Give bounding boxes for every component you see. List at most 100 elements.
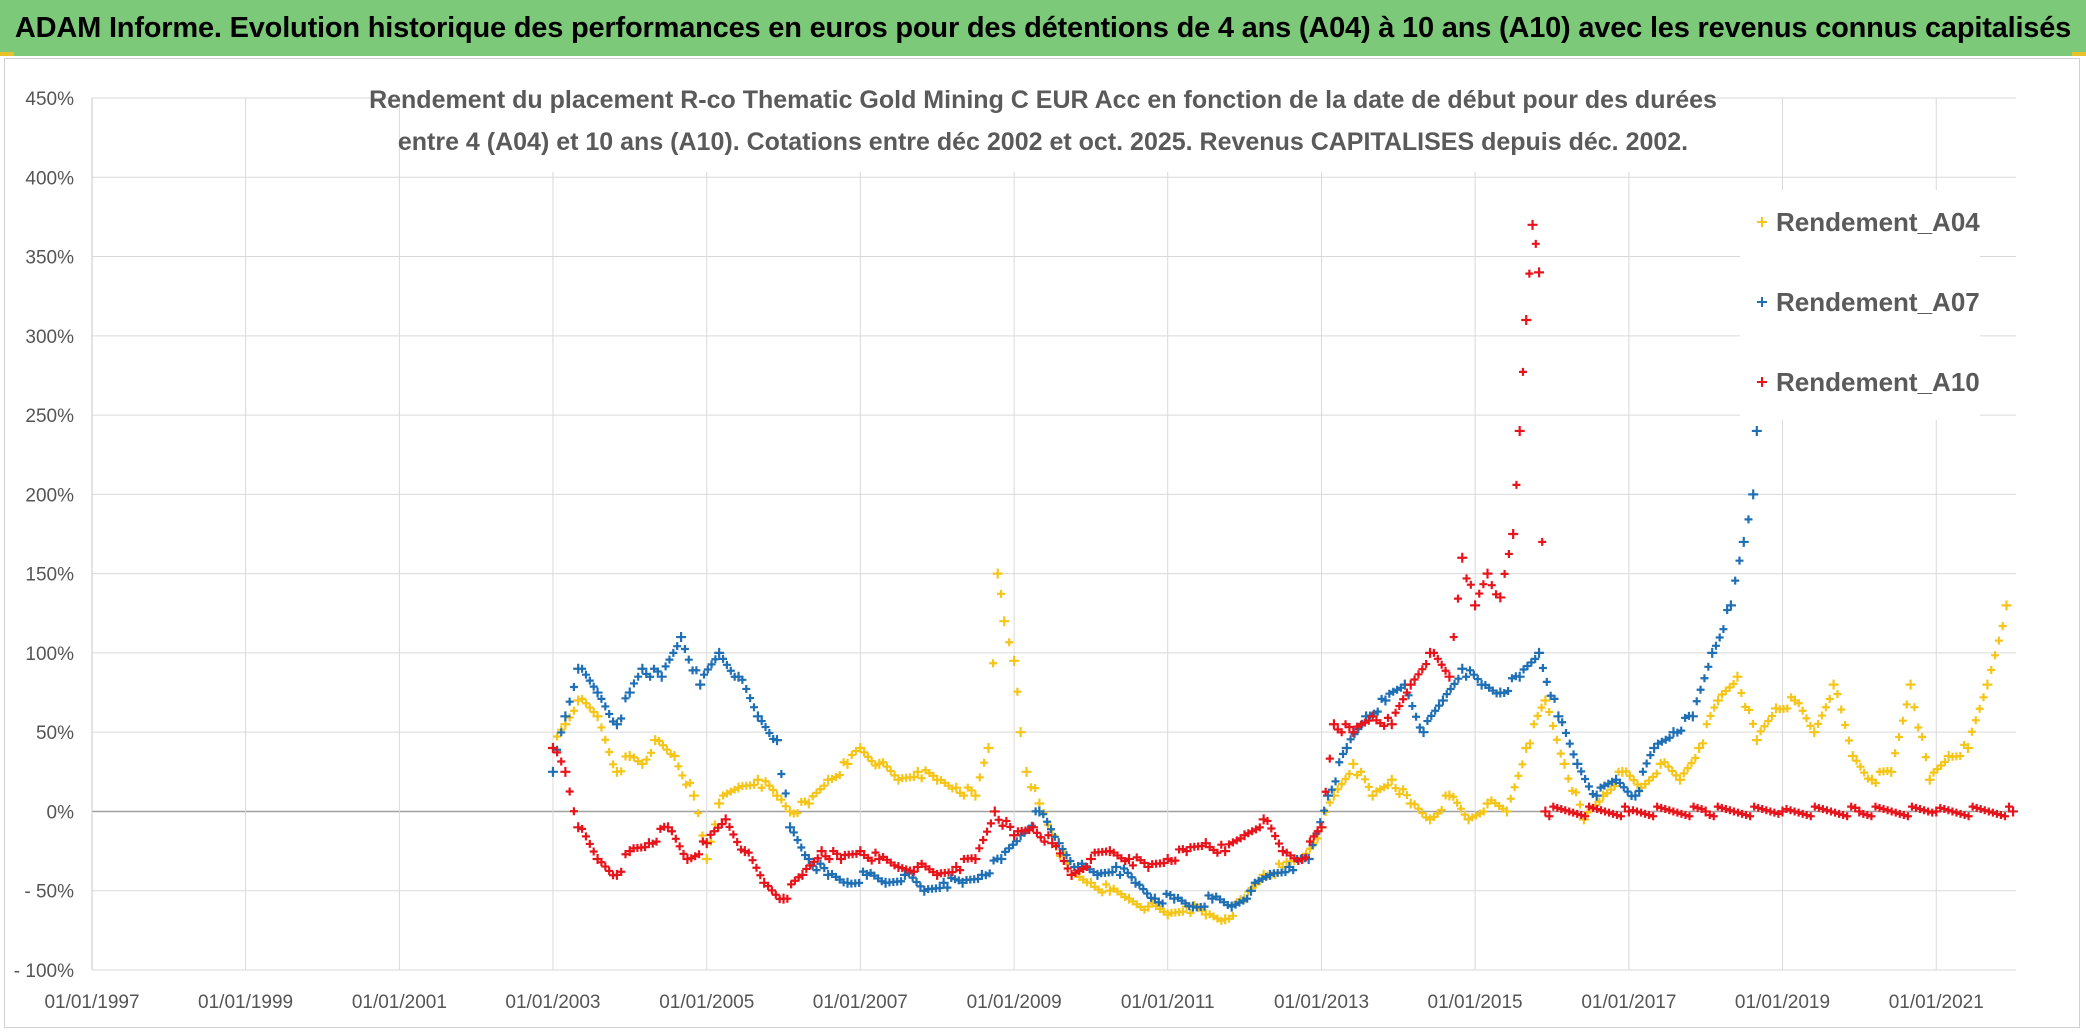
rendement-a10-interp-point [1032, 828, 1041, 837]
rendement-a04-interp-point [1399, 785, 1408, 794]
rendement-a07-interp-point [738, 675, 747, 684]
rendement-a10-point [560, 766, 571, 777]
rendement-a04-interp-point [617, 767, 626, 776]
y-tick-label: 200% [25, 485, 74, 506]
rendement-a10-interp-point [1462, 574, 1471, 583]
rendement-a07-interp-point [581, 670, 590, 679]
rendement-a10-interp-point [1766, 807, 1775, 816]
rendement-a10-point [2008, 806, 2019, 817]
rendement-a10-interp-point [652, 837, 661, 846]
rendement-a10-interp-point [729, 830, 738, 839]
rendement-a07-interp-point [722, 660, 731, 669]
rendement-a07-interp-point [897, 877, 906, 886]
rendement-a07-interp-point [692, 666, 701, 675]
rendement-a10-interp-point [1871, 802, 1880, 811]
rendement-a07-point [1751, 425, 1762, 436]
rendement-a07-point [1111, 861, 1122, 872]
rendement-a10-interp-point [1754, 803, 1763, 812]
rendement-a04-interp-point [1510, 783, 1519, 792]
rendement-a04-interp-point [1391, 784, 1400, 793]
rendement-a07-interp-point [1466, 666, 1474, 675]
x-axis-ticks: 01/01/1997 01/01/1999 01/01/2001 01/01/2003… [44, 992, 1983, 1013]
rendement-a07-interp-point [789, 828, 798, 837]
rendement-a10-interp-point [667, 827, 676, 836]
rendement-a07-interp-point [703, 665, 712, 674]
rendement-a10-interp-point [578, 824, 587, 833]
rendement-a10-interp-point [1976, 805, 1985, 814]
rendement-a10-interp-point [1267, 824, 1276, 833]
rendement-a10-point [1457, 552, 1468, 563]
rendement-a07-interp-point [589, 682, 598, 691]
rendement-a10-point [1220, 846, 1231, 857]
rendement-a04-interp-point [863, 752, 872, 761]
rendement-a04-interp-point [678, 771, 687, 780]
rendement-a10-interp-point [1593, 805, 1602, 814]
rendement-a04-interp-point [1545, 707, 1554, 716]
rendement-a07-interp-point [820, 864, 829, 873]
rendement-a07-interp-point [1243, 894, 1252, 903]
rendement-a10-interp-point [1466, 580, 1475, 589]
rendement-a04-interp-point [1783, 704, 1792, 713]
rendement-a07-interp-point [634, 672, 643, 681]
rendement-a10-point [1508, 529, 1519, 539]
rendement-a04-interp-point [886, 767, 895, 776]
rendement-a07-interp-point [1408, 702, 1417, 711]
rendement-a07-interp-point [1550, 694, 1559, 703]
rendement-a04-interp-point [879, 758, 888, 767]
rendement-a07-interp-point [742, 684, 751, 693]
rendement-a04-interp-point [1768, 711, 1777, 720]
rendement-a10-point [816, 846, 827, 857]
rendement-a04-interp-point [1837, 705, 1846, 714]
rendement-a10-interp-point [1964, 812, 1973, 821]
rendement-a04-interp-point [1706, 711, 1715, 720]
rendement-a10-interp-point [1518, 367, 1527, 376]
rendement-a04-interp-point [781, 802, 790, 811]
rendement-a10-interp-point [1968, 802, 1977, 811]
rendement-a04-interp-point [597, 723, 606, 732]
rendement-a10-interp-point [1810, 802, 1819, 811]
rendement-a07-interp-point [1027, 821, 1036, 830]
rendement-a07-interp-point [1442, 690, 1451, 699]
rendement-a10-interp-point [675, 842, 684, 851]
rendement-a07-interp-point [557, 728, 566, 737]
rendement-a07-interp-point [569, 683, 578, 692]
rendement-a10-interp-point [1899, 811, 1908, 820]
rendement-a04-interp-point [1825, 694, 1834, 703]
rendement-a04-interp-point [1217, 916, 1226, 925]
rendement-a07-point [547, 766, 558, 777]
rendement-a04-interp-point [835, 771, 844, 780]
rendement-a07-interp-point [1538, 663, 1547, 672]
rendement-a10-interp-point [695, 850, 704, 859]
rendement-a04-interp-point [1698, 739, 1707, 748]
rendement-a04-interp-point [1031, 784, 1040, 793]
rendement-a04-interp-point [769, 786, 778, 795]
rendement-a04-interp-point [1814, 719, 1823, 728]
x-tick-label: 01/01/1999 [198, 992, 293, 1013]
rendement-a07-interp-point [1584, 782, 1593, 791]
y-tick-label: 100% [25, 644, 74, 665]
rendement-a07-interp-point [1711, 641, 1720, 650]
rendement-a07-interp-point [746, 694, 755, 703]
rendement-a04-interp-point [1737, 688, 1746, 697]
rendement-a10-interp-point [1525, 269, 1534, 278]
rendement-a04-interp-point [1864, 774, 1873, 783]
rendement-a04-interp-point [601, 735, 610, 744]
rendement-a10-interp-point [1839, 811, 1848, 820]
rendement-a10-interp-point [1325, 754, 1334, 763]
rendement-a10-interp-point [1924, 807, 1933, 816]
rendement-a04-interp-point [1729, 679, 1738, 688]
rendement-a04-interp-point [1549, 721, 1558, 730]
rendement-a07-interp-point [1158, 899, 1167, 908]
y-tick-label: 350% [25, 248, 74, 269]
rendement-a10-interp-point [1912, 803, 1920, 812]
rendement-a10-interp-point [1843, 812, 1852, 821]
rendement-a10-interp-point [1742, 811, 1751, 820]
rendement-a07-interp-point [1320, 806, 1329, 815]
chart-title-line-2: entre 4 (A04) et 10 ans (A10). Cotations… [398, 128, 1688, 156]
rendement-a10-interp-point [1746, 812, 1755, 821]
rendement-a07-interp-point [855, 878, 864, 887]
rendement-a04-point [803, 798, 814, 809]
rendement-a04-interp-point [1940, 757, 1949, 766]
rendement-a07-interp-point [912, 877, 921, 886]
rendement-a07-interp-point [1431, 706, 1440, 715]
